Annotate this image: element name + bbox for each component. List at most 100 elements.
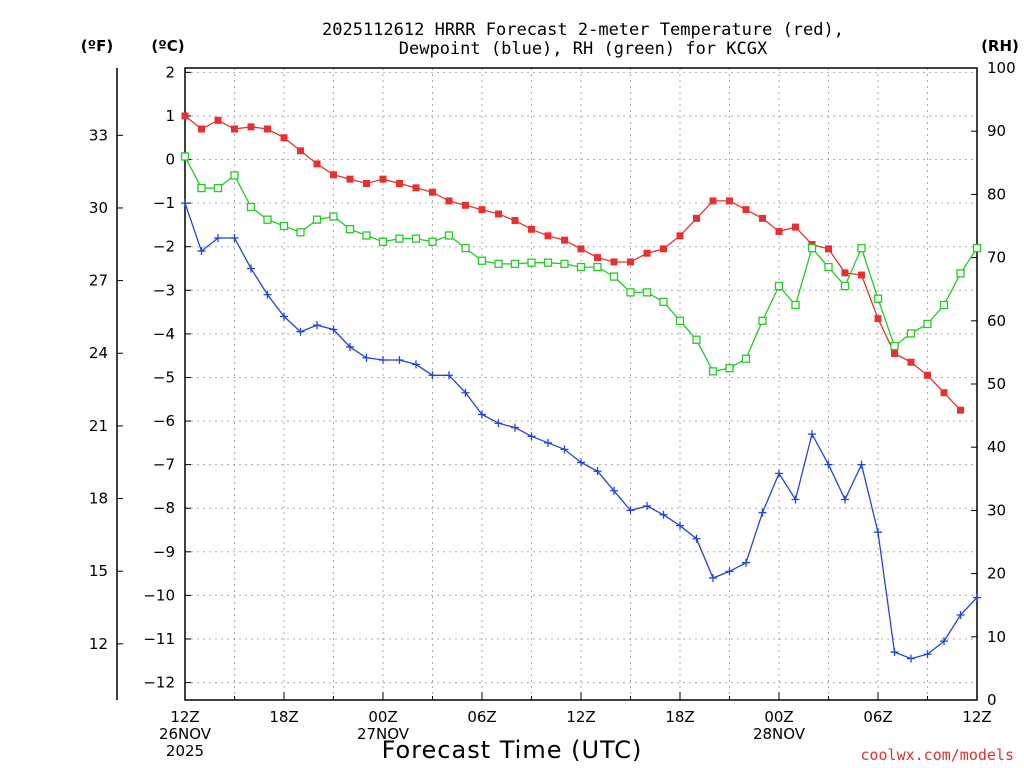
dewpoint-point bbox=[610, 486, 618, 495]
temperature-point bbox=[396, 180, 403, 188]
rh-point bbox=[675, 316, 685, 325]
temperature-point bbox=[660, 245, 667, 253]
temperature-point bbox=[709, 197, 717, 205]
temperature-point bbox=[726, 197, 733, 205]
rh-point bbox=[791, 300, 800, 310]
dewpoint-point bbox=[230, 233, 239, 242]
rh-tick-label: 50 bbox=[987, 375, 1006, 393]
temperature-point bbox=[742, 206, 750, 214]
rh-point bbox=[543, 258, 553, 267]
credit-text: coolwx.com/models bbox=[860, 746, 1014, 764]
rh-unit-label: (RH) bbox=[981, 37, 1019, 55]
dewpoint-point bbox=[362, 353, 371, 362]
rh-point bbox=[807, 243, 817, 253]
rh-point bbox=[840, 281, 850, 291]
temperature-point bbox=[775, 227, 783, 235]
rh-point bbox=[527, 258, 536, 267]
rh-point bbox=[461, 243, 470, 253]
dewpoint-point bbox=[346, 342, 354, 351]
rh-point bbox=[213, 183, 223, 193]
rh-point bbox=[362, 231, 371, 240]
dewpoint-point bbox=[544, 438, 552, 447]
dewpoint-point bbox=[214, 233, 222, 242]
dewpoint-point bbox=[247, 264, 255, 273]
rh-point bbox=[642, 288, 652, 297]
rh-point bbox=[873, 294, 883, 303]
rh-point bbox=[939, 300, 949, 310]
dewpoint-point bbox=[428, 371, 437, 380]
temperature-point bbox=[792, 223, 799, 231]
fahrenheit-tick-label: 15 bbox=[89, 562, 108, 580]
temperature-point bbox=[429, 188, 436, 196]
rh-point bbox=[708, 367, 718, 376]
grid-layer bbox=[185, 68, 977, 700]
temperature-point bbox=[280, 134, 288, 142]
x-tick-label: 18Z bbox=[665, 708, 694, 726]
celsius-tick-label: −10 bbox=[143, 586, 175, 604]
temperature-point bbox=[676, 232, 684, 240]
temperature-point bbox=[346, 175, 354, 183]
temperature-point bbox=[330, 171, 337, 179]
temperature-point bbox=[528, 225, 535, 233]
rh-point bbox=[890, 341, 899, 351]
rh-point bbox=[279, 221, 289, 231]
fahrenheit-tick-label: 12 bbox=[89, 635, 108, 653]
rh-point bbox=[972, 243, 982, 253]
celsius-tick-label: −4 bbox=[153, 325, 175, 343]
rh-point bbox=[378, 237, 388, 246]
temperature-point bbox=[478, 206, 486, 214]
dewpoint-point bbox=[791, 495, 800, 504]
dewpoint-point bbox=[659, 510, 668, 519]
dewpoint-point bbox=[758, 508, 767, 517]
celsius-tick-label: −1 bbox=[153, 194, 175, 212]
dewpoint-point bbox=[626, 506, 635, 515]
x-axis-label: Forecast Time (UTC) bbox=[382, 736, 643, 764]
temperature-point bbox=[594, 254, 601, 262]
rh-point bbox=[395, 234, 404, 243]
dewpoint-point bbox=[808, 430, 816, 439]
temperature-line bbox=[184, 115, 961, 411]
rh-point bbox=[626, 288, 635, 297]
x-tick-label: 12Z bbox=[962, 708, 991, 726]
rh-point bbox=[906, 329, 916, 338]
x-tick-label: 00Z bbox=[764, 708, 793, 726]
temperature-point bbox=[181, 112, 189, 120]
dewpoint-point bbox=[395, 356, 404, 365]
celsius-tick-label: −9 bbox=[153, 543, 175, 561]
temperature-point bbox=[643, 249, 651, 257]
rh-point bbox=[576, 262, 586, 272]
fahrenheit-tick-label: 24 bbox=[89, 344, 108, 362]
temperature-point bbox=[825, 245, 832, 253]
dewpoint-point bbox=[692, 534, 701, 543]
x-tick-label: 06Z bbox=[863, 708, 892, 726]
temperature-point bbox=[495, 210, 502, 218]
rh-point bbox=[510, 259, 520, 269]
plot-frame bbox=[184, 67, 978, 701]
x-tick-label: 12Z bbox=[566, 708, 595, 726]
rh-point bbox=[180, 152, 190, 161]
temperature-point bbox=[891, 349, 898, 357]
rh-point bbox=[411, 234, 421, 243]
temperature-point bbox=[759, 214, 766, 222]
rh-point bbox=[824, 262, 833, 272]
rh-point bbox=[593, 262, 602, 272]
dewpoint-point bbox=[197, 247, 206, 256]
celsius-tick-label: 1 bbox=[165, 107, 175, 125]
temperature-point bbox=[214, 116, 222, 124]
temperature-point bbox=[363, 180, 370, 188]
temperature-point bbox=[198, 125, 205, 133]
rh-tick-label: 60 bbox=[987, 312, 1006, 330]
chart-title-line-2: Dewpoint (blue), RH (green) for KCGX bbox=[399, 39, 768, 59]
dewpoint-point bbox=[313, 321, 321, 330]
dewpoint-point bbox=[511, 423, 519, 432]
dewpoint-point bbox=[709, 573, 717, 582]
temperature-point bbox=[544, 232, 552, 240]
temperature-point bbox=[957, 406, 964, 414]
fahrenheit-tick-label: 30 bbox=[89, 199, 108, 217]
dewpoint-point bbox=[478, 410, 486, 419]
rh-point bbox=[345, 225, 355, 234]
rh-point bbox=[296, 228, 305, 237]
fahrenheit-tick-label: 33 bbox=[89, 126, 108, 144]
rh-point bbox=[923, 319, 932, 329]
